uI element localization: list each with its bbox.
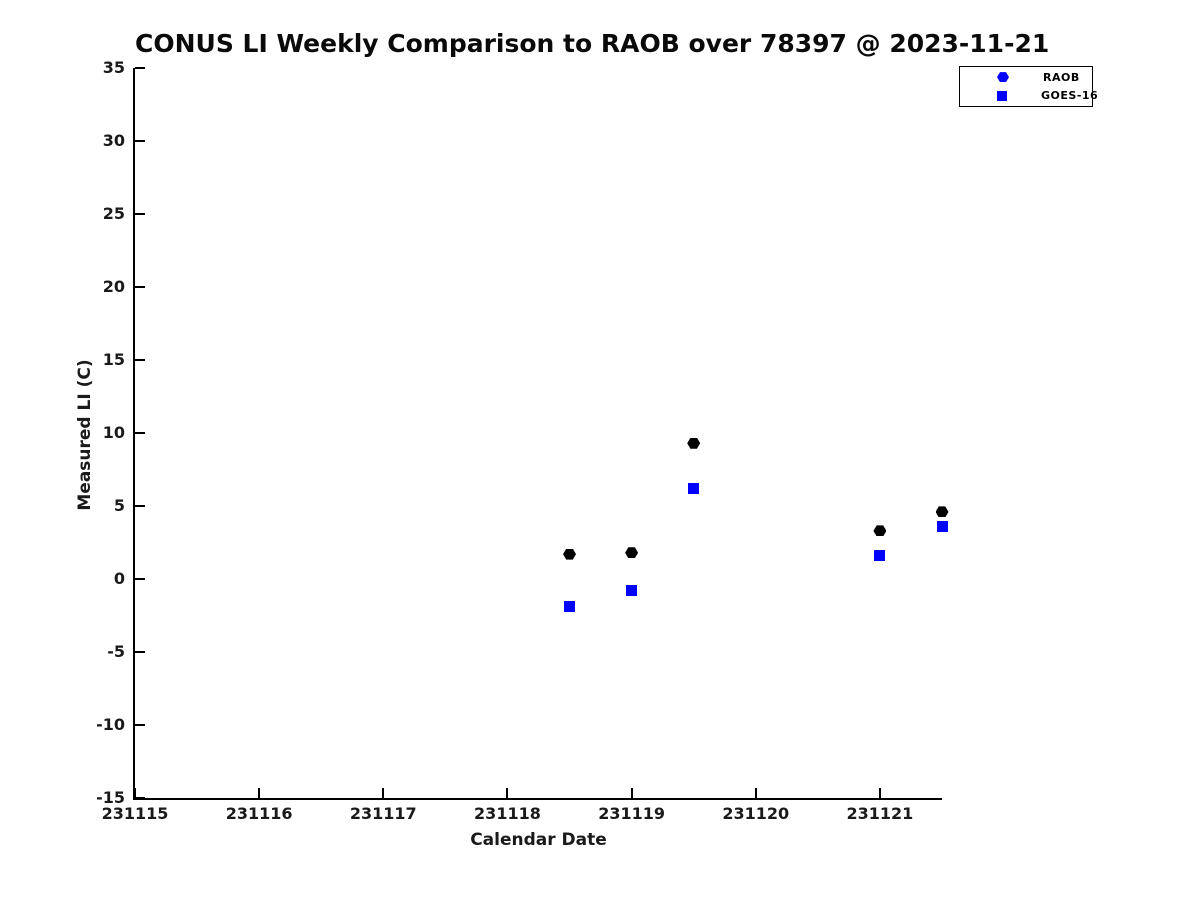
x-tick-mark <box>878 788 881 798</box>
legend-item-goes16: GOES-16 <box>960 87 1098 104</box>
x-tick-label: 231121 <box>846 804 914 823</box>
y-tick-mark <box>135 724 145 726</box>
legend-item-raob: RAOB <box>960 69 1092 86</box>
x-tick-label: 231119 <box>598 804 665 823</box>
legend: RAOB GOES-16 <box>959 66 1098 107</box>
raob-data-point <box>873 525 887 537</box>
x-tick-mark <box>506 788 509 798</box>
x-tick-label: 231116 <box>225 804 293 823</box>
y-tick-mark <box>135 286 145 288</box>
y-tick-label: 10 <box>102 423 125 442</box>
x-axis-label: Calendar Date <box>470 830 607 850</box>
y-axis-label: Measured LI (C) <box>75 359 95 511</box>
x-tick-label: 231117 <box>349 804 417 823</box>
y-tick-mark <box>135 797 145 799</box>
raob-hexagon-marker-icon <box>997 72 1009 83</box>
x-tick-label: 231120 <box>722 804 790 823</box>
y-tick-mark <box>135 140 145 142</box>
legend-label-raob: RAOB <box>1043 70 1080 84</box>
y-tick-label: 35 <box>102 58 125 77</box>
x-tick-mark <box>134 788 136 798</box>
x-tick-mark <box>258 788 261 798</box>
y-tick-label: -15 <box>96 788 125 807</box>
y-tick-label: 25 <box>102 204 125 223</box>
plot-area: 231115 231116 231117 231118 231119 231120 2311… <box>96 58 949 823</box>
goes-16-data-point <box>564 601 576 613</box>
y-tick-label: -10 <box>96 715 125 734</box>
y-tick-label: 0 <box>113 569 125 588</box>
y-tick-mark <box>135 432 145 434</box>
y-tick-mark <box>135 359 145 361</box>
x-tick-mark <box>630 788 633 798</box>
raob-data-point <box>563 548 577 560</box>
x-tick-label: 231115 <box>101 804 169 823</box>
legend-label-goes16: GOES-16 <box>1041 89 1099 103</box>
y-tick-label: 20 <box>102 277 125 296</box>
y-tick-mark <box>135 505 145 507</box>
y-tick-label: 5 <box>113 496 125 515</box>
x-tick-mark <box>382 788 385 798</box>
y-tick-mark <box>135 213 145 215</box>
goes-16-data-point <box>688 482 700 494</box>
raob-data-point <box>625 547 639 559</box>
x-tick-label: 231118 <box>474 804 541 823</box>
y-tick-mark <box>135 578 145 580</box>
y-tick-label: 30 <box>102 131 125 150</box>
goes-16-data-point <box>874 550 886 562</box>
raob-data-point <box>687 437 701 449</box>
chart-title: CONUS LI Weekly Comparison to RAOB over … <box>135 29 1050 58</box>
y-tick-mark <box>135 651 145 653</box>
y-tick-label: -5 <box>107 642 125 661</box>
goes-16-data-point <box>936 520 948 532</box>
goes-16-data-point <box>626 585 638 597</box>
x-tick-mark <box>754 788 757 798</box>
goes16-square-marker-icon <box>997 90 1007 101</box>
raob-data-point <box>935 506 949 518</box>
y-tick-mark <box>135 67 145 69</box>
y-tick-label: 15 <box>102 350 125 369</box>
